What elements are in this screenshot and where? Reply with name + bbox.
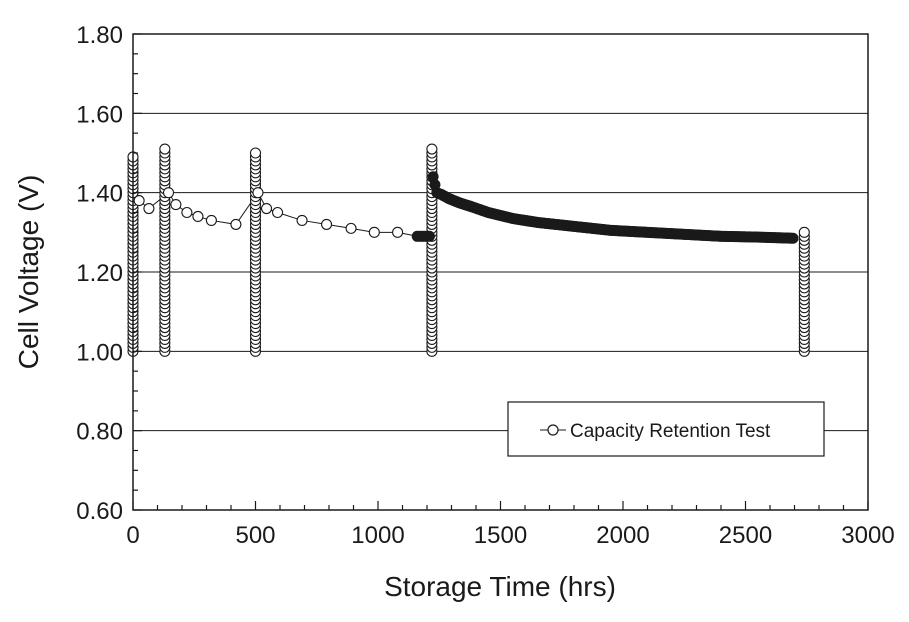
axes-layer <box>132 33 869 511</box>
y-tick-label: 1.80 <box>76 22 123 49</box>
data-point <box>249 147 262 159</box>
x-axis-title: Storage Time (hrs) <box>384 571 616 602</box>
data-point <box>230 218 242 230</box>
y-tick-label: 1.60 <box>76 101 123 128</box>
data-point <box>423 230 435 242</box>
data-point <box>271 206 284 219</box>
data-point <box>426 143 438 155</box>
x-tick-label: 1500 <box>474 522 527 549</box>
data-point <box>181 206 193 219</box>
legend: Capacity Retention Test <box>507 401 825 457</box>
legend-marker <box>547 424 559 436</box>
y-tick-label: 0.60 <box>76 498 123 525</box>
data-point <box>162 187 175 199</box>
data-point <box>192 210 204 223</box>
tick-label-layer: 0.60 0.80 1.00 1.20 1.40 1.60 1.80 0 500 1000 1500… <box>76 22 894 549</box>
data-point <box>252 187 264 199</box>
data-point <box>320 218 333 230</box>
data-point <box>143 202 155 215</box>
data-point <box>345 222 357 234</box>
y-tick-label: 1.20 <box>76 260 123 287</box>
legend-label: Capacity Retention Test <box>570 421 771 442</box>
y-tick-label: 1.40 <box>76 181 123 208</box>
x-tick-label: 2000 <box>596 522 649 549</box>
legend-box <box>507 401 825 457</box>
data-point <box>170 199 182 211</box>
x-tick-label: 0 <box>126 522 139 549</box>
data-point <box>787 232 799 244</box>
data-point <box>798 226 810 238</box>
y-tick-label: 0.80 <box>76 419 123 446</box>
data-point <box>392 226 404 238</box>
x-tick-label: 2500 <box>719 522 772 549</box>
data-point <box>296 214 308 226</box>
data-point <box>159 143 171 155</box>
data-point <box>260 202 273 215</box>
data-point <box>133 195 145 207</box>
x-tick-label: 1000 <box>351 522 404 549</box>
data-point <box>368 226 380 238</box>
y-axis-title: Cell Voltage (V) <box>13 175 44 370</box>
point-layer <box>127 143 810 357</box>
data-point <box>205 214 217 226</box>
y-tick-label: 1.00 <box>76 339 123 366</box>
x-tick-label: 3000 <box>841 522 894 549</box>
x-tick-label: 500 <box>235 522 275 549</box>
